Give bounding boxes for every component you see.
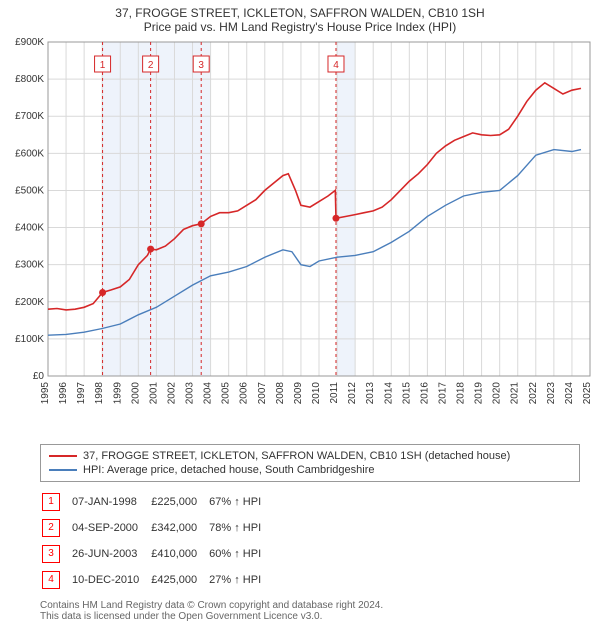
- svg-text:3: 3: [198, 60, 204, 71]
- event-price: £410,000: [151, 542, 207, 566]
- legend-label: HPI: Average price, detached house, Sout…: [83, 464, 374, 476]
- title-line-1: 37, FROGGE STREET, ICKLETON, SAFFRON WAL…: [8, 6, 592, 20]
- footer-line-1: Contains HM Land Registry data © Crown c…: [40, 600, 580, 611]
- event-delta: 78% ↑ HPI: [209, 516, 271, 540]
- svg-text:2000: 2000: [130, 382, 141, 405]
- chart-svg: £0 £100K £200K £300K £400K £500K £600K £700K £80…: [0, 36, 600, 436]
- svg-text:£0: £0: [33, 371, 45, 382]
- svg-text:£100K: £100K: [15, 334, 44, 345]
- svg-text:£700K: £700K: [15, 111, 44, 122]
- title-line-2: Price paid vs. HM Land Registry's House …: [8, 20, 592, 34]
- svg-text:£900K: £900K: [15, 37, 44, 48]
- table-row: 4 10-DEC-2010£425,00027% ↑ HPI: [42, 568, 271, 592]
- svg-text:2023: 2023: [546, 382, 557, 405]
- svg-text:2008: 2008: [275, 382, 286, 405]
- legend-swatch: [49, 455, 77, 457]
- footer: Contains HM Land Registry data © Crown c…: [40, 600, 580, 622]
- svg-text:2017: 2017: [437, 382, 448, 405]
- event-marker: 3: [42, 545, 60, 563]
- price-chart: £0 £100K £200K £300K £400K £500K £600K £700K £80…: [0, 36, 600, 436]
- svg-text:2005: 2005: [221, 382, 232, 405]
- svg-text:2011: 2011: [329, 382, 340, 404]
- event-delta: 60% ↑ HPI: [209, 542, 271, 566]
- svg-text:1997: 1997: [76, 382, 87, 405]
- table-row: 1 07-JAN-1998£225,00067% ↑ HPI: [42, 490, 271, 514]
- event-marker: 4: [42, 571, 60, 589]
- svg-text:2024: 2024: [564, 382, 575, 405]
- legend-swatch: [49, 469, 77, 471]
- legend-item-price-paid: 37, FROGGE STREET, ICKLETON, SAFFRON WAL…: [49, 449, 571, 463]
- svg-text:2001: 2001: [148, 382, 159, 405]
- svg-text:£600K: £600K: [15, 148, 44, 159]
- event-delta: 27% ↑ HPI: [209, 568, 271, 592]
- svg-text:2: 2: [148, 60, 154, 71]
- svg-text:2021: 2021: [510, 382, 521, 405]
- table-row: 3 26-JUN-2003£410,00060% ↑ HPI: [42, 542, 271, 566]
- chart-title: 37, FROGGE STREET, ICKLETON, SAFFRON WAL…: [0, 0, 600, 36]
- svg-text:2020: 2020: [492, 382, 503, 405]
- svg-text:2018: 2018: [456, 382, 467, 405]
- event-date: 10-DEC-2010: [72, 568, 149, 592]
- event-date: 04-SEP-2000: [72, 516, 149, 540]
- svg-text:£500K: £500K: [15, 185, 44, 196]
- table-row: 2 04-SEP-2000£342,00078% ↑ HPI: [42, 516, 271, 540]
- svg-text:1: 1: [100, 60, 106, 71]
- svg-text:1998: 1998: [94, 382, 105, 405]
- svg-text:2003: 2003: [185, 382, 196, 405]
- svg-text:2016: 2016: [419, 382, 430, 405]
- svg-text:2019: 2019: [474, 382, 485, 405]
- svg-text:£400K: £400K: [15, 223, 44, 234]
- event-price: £225,000: [151, 490, 207, 514]
- svg-text:2007: 2007: [257, 382, 268, 405]
- event-price: £342,000: [151, 516, 207, 540]
- svg-text:2015: 2015: [401, 382, 412, 405]
- svg-text:2002: 2002: [166, 382, 177, 405]
- event-date: 26-JUN-2003: [72, 542, 149, 566]
- legend-label: 37, FROGGE STREET, ICKLETON, SAFFRON WAL…: [83, 450, 510, 462]
- event-marker: 1: [42, 493, 60, 511]
- svg-text:£200K: £200K: [15, 297, 44, 308]
- svg-text:2022: 2022: [528, 382, 539, 405]
- svg-text:£300K: £300K: [15, 260, 44, 271]
- svg-text:2025: 2025: [582, 382, 593, 405]
- event-date: 07-JAN-1998: [72, 490, 149, 514]
- event-price: £425,000: [151, 568, 207, 592]
- svg-text:2013: 2013: [365, 382, 376, 405]
- svg-text:2004: 2004: [203, 382, 214, 405]
- event-marker: 2: [42, 519, 60, 537]
- sales-events-table: 1 07-JAN-1998£225,00067% ↑ HPI 2 04-SEP-200…: [40, 488, 273, 594]
- svg-text:2006: 2006: [239, 382, 250, 405]
- svg-text:2010: 2010: [311, 382, 322, 405]
- svg-text:1995: 1995: [40, 382, 51, 405]
- svg-text:2012: 2012: [347, 382, 358, 405]
- svg-text:2014: 2014: [383, 382, 394, 405]
- event-delta: 67% ↑ HPI: [209, 490, 271, 514]
- legend: 37, FROGGE STREET, ICKLETON, SAFFRON WAL…: [40, 444, 580, 482]
- svg-text:£800K: £800K: [15, 74, 44, 85]
- footer-line-2: This data is licensed under the Open Gov…: [40, 611, 580, 622]
- svg-text:4: 4: [333, 60, 339, 71]
- legend-item-hpi: HPI: Average price, detached house, Sout…: [49, 463, 571, 477]
- svg-text:1999: 1999: [112, 382, 123, 405]
- svg-text:1996: 1996: [58, 382, 69, 405]
- svg-text:2009: 2009: [293, 382, 304, 405]
